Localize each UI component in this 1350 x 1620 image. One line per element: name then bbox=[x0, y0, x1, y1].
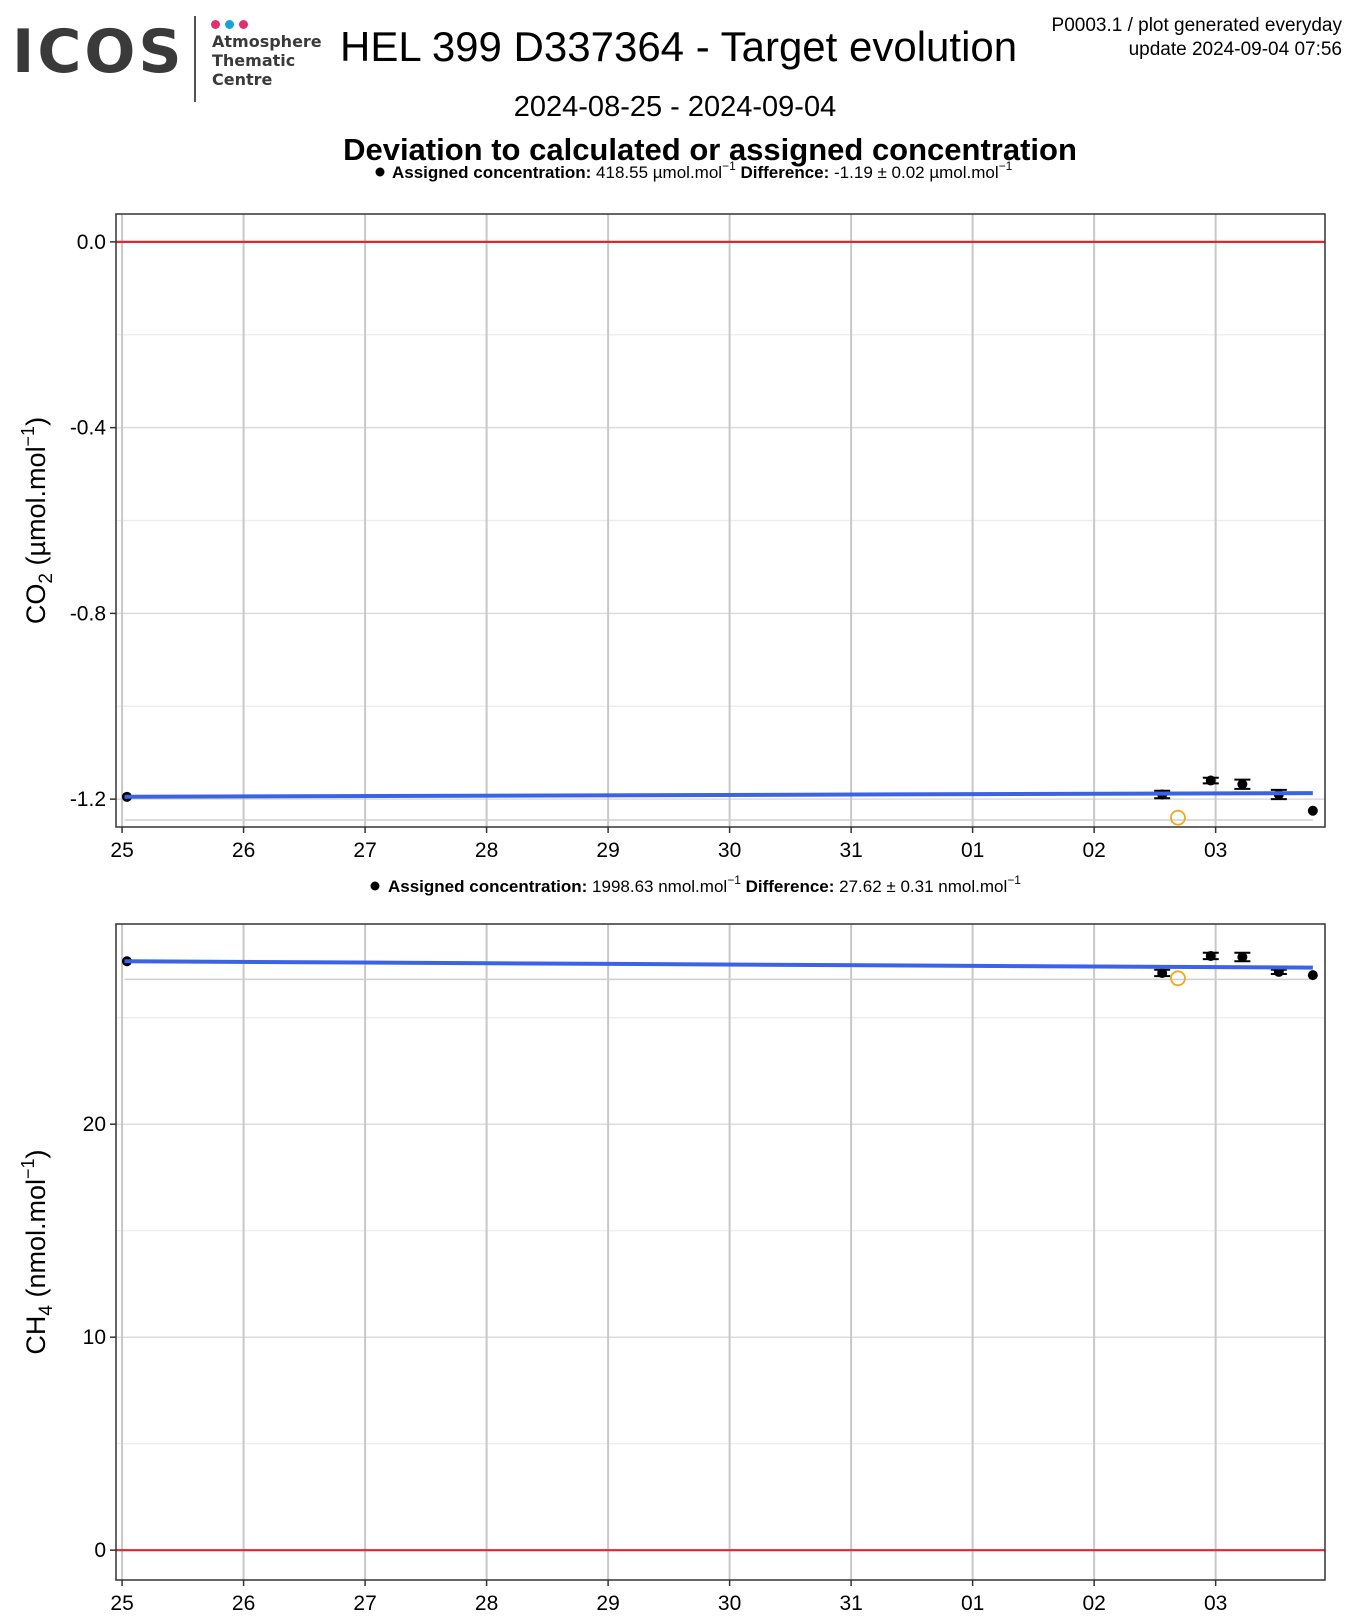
legend: Assigned concentration: 1998.63 nmol.mol… bbox=[370, 873, 1021, 896]
legend-part: −1 bbox=[999, 159, 1013, 173]
x-tick-label: 30 bbox=[718, 1592, 741, 1615]
y-axis-label-part: CH bbox=[21, 1316, 51, 1355]
logo-dot-2 bbox=[225, 20, 234, 29]
page-title: HEL 399 D337364 - Target evolution bbox=[340, 23, 1018, 70]
logo-text: Atmosphere Thematic Centre bbox=[212, 32, 322, 89]
x-tick-label: 25 bbox=[110, 839, 133, 862]
y-axis-label-part: 4 bbox=[36, 1305, 57, 1316]
meta-line-2: update 2024-09-04 07:56 bbox=[1128, 39, 1342, 60]
x-tick-label: 02 bbox=[1082, 839, 1105, 862]
panel-border bbox=[115, 213, 1326, 828]
legend-part: 27.62 ± 0.31 nmol.mol bbox=[834, 877, 1007, 896]
legend-part: Difference: bbox=[746, 877, 835, 896]
x-tick-label: 29 bbox=[596, 839, 619, 862]
x-tick-label: 31 bbox=[839, 839, 862, 862]
y-axis-label: CH4 (nmol.mol−1) bbox=[18, 1149, 57, 1354]
data-point bbox=[1307, 805, 1318, 816]
x-tick-label: 28 bbox=[475, 839, 498, 862]
panel-border bbox=[115, 923, 1326, 1581]
logo-dots-icon bbox=[211, 16, 253, 34]
legend-marker bbox=[370, 881, 380, 891]
x-tick-label: 26 bbox=[232, 839, 255, 862]
legend-text: Assigned concentration: 1998.63 nmol.mol… bbox=[388, 873, 1021, 896]
x-tick-label: 02 bbox=[1082, 1592, 1105, 1615]
y-axis-label-part: ) bbox=[21, 1149, 51, 1158]
x-tick-label: 27 bbox=[353, 839, 376, 862]
y-axis-label-part: (nmol.mol bbox=[21, 1179, 51, 1305]
x-tick-label: 30 bbox=[718, 839, 741, 862]
x-tick-label: 28 bbox=[475, 1592, 498, 1615]
plot-meta: P0003.1 / plot generated everyday update… bbox=[1052, 14, 1342, 62]
legend-part: Assigned concentration: bbox=[392, 163, 591, 182]
logo-line-2: Thematic bbox=[212, 51, 296, 70]
y-tick-label: 0 bbox=[94, 1539, 106, 1562]
y-axis-label-part: −1 bbox=[18, 426, 38, 447]
y-axis-label: CO2 (µmol.mol−1) bbox=[18, 417, 57, 624]
outlier-point bbox=[1170, 809, 1186, 826]
date-range: 2024-08-25 - 2024-09-04 bbox=[513, 91, 837, 123]
x-tick-label: 26 bbox=[232, 1592, 255, 1615]
outlier-point bbox=[1170, 970, 1186, 987]
logo-dot-1 bbox=[211, 20, 220, 29]
y-tick-label: 10 bbox=[83, 1326, 106, 1349]
x-tick-label: 01 bbox=[961, 839, 984, 862]
logo-line-1: Atmosphere bbox=[212, 32, 322, 51]
data-point bbox=[1157, 967, 1168, 978]
chart-subtitle: Deviation to calculated or assigned conc… bbox=[343, 132, 1077, 167]
x-tick-label: 03 bbox=[1204, 839, 1227, 862]
x-tick-label: 25 bbox=[110, 1592, 133, 1615]
panel-background bbox=[116, 924, 1325, 1580]
legend-part: −1 bbox=[727, 873, 741, 887]
y-axis-label-part: 2 bbox=[36, 573, 57, 584]
y-tick-label: -1.2 bbox=[70, 788, 106, 811]
data-point bbox=[1205, 950, 1216, 961]
meta-line-1: P0003.1 / plot generated everyday bbox=[1051, 15, 1342, 36]
trend-line bbox=[124, 791, 1313, 799]
data-point bbox=[1237, 952, 1248, 963]
legend-part: −1 bbox=[1007, 873, 1021, 887]
legend-part: −1 bbox=[722, 159, 736, 173]
logo-separator bbox=[194, 16, 196, 102]
legend-marker bbox=[375, 167, 385, 177]
icos-logo-word: ICOS bbox=[12, 17, 185, 87]
x-tick-label: 01 bbox=[961, 1592, 984, 1615]
x-tick-label: 31 bbox=[839, 1592, 862, 1615]
y-axis-label-part: ) bbox=[21, 417, 51, 426]
y-tick-label: 0.0 bbox=[77, 231, 106, 254]
data-point bbox=[1205, 775, 1216, 786]
legend-part: Difference: bbox=[740, 163, 829, 182]
y-axis-label-part: −1 bbox=[18, 1158, 38, 1179]
legend-part: 1998.63 nmol.mol bbox=[587, 877, 727, 896]
x-tick-label: 03 bbox=[1204, 1592, 1227, 1615]
legend-part: Assigned concentration: bbox=[388, 877, 587, 896]
x-tick-label: 29 bbox=[596, 1592, 619, 1615]
y-axis-label-part: (µmol.mol bbox=[21, 446, 51, 573]
y-tick-label: -0.4 bbox=[70, 417, 107, 440]
chart-panel-2: Assigned concentration: 1998.63 nmol.mol… bbox=[18, 873, 1326, 1615]
legend-text: Assigned concentration: 418.55 µmol.mol−… bbox=[392, 159, 1013, 182]
x-tick-label: 27 bbox=[353, 1592, 376, 1615]
chart-panel-1: Assigned concentration: 418.55 µmol.mol−… bbox=[18, 159, 1326, 862]
legend-part: 418.55 µmol.mol bbox=[591, 163, 722, 182]
legend: Assigned concentration: 418.55 µmol.mol−… bbox=[375, 159, 1013, 182]
data-point bbox=[1237, 779, 1248, 790]
legend-part: -1.19 ± 0.02 µmol.mol bbox=[829, 163, 998, 182]
logo-dot-3 bbox=[239, 20, 248, 29]
data-point bbox=[1307, 970, 1318, 981]
y-tick-label: 20 bbox=[83, 1113, 106, 1136]
logo-line-3: Centre bbox=[212, 70, 273, 89]
y-tick-label: -0.8 bbox=[70, 602, 106, 625]
y-axis-label-part: CO bbox=[21, 584, 51, 625]
trend-line bbox=[124, 959, 1313, 970]
